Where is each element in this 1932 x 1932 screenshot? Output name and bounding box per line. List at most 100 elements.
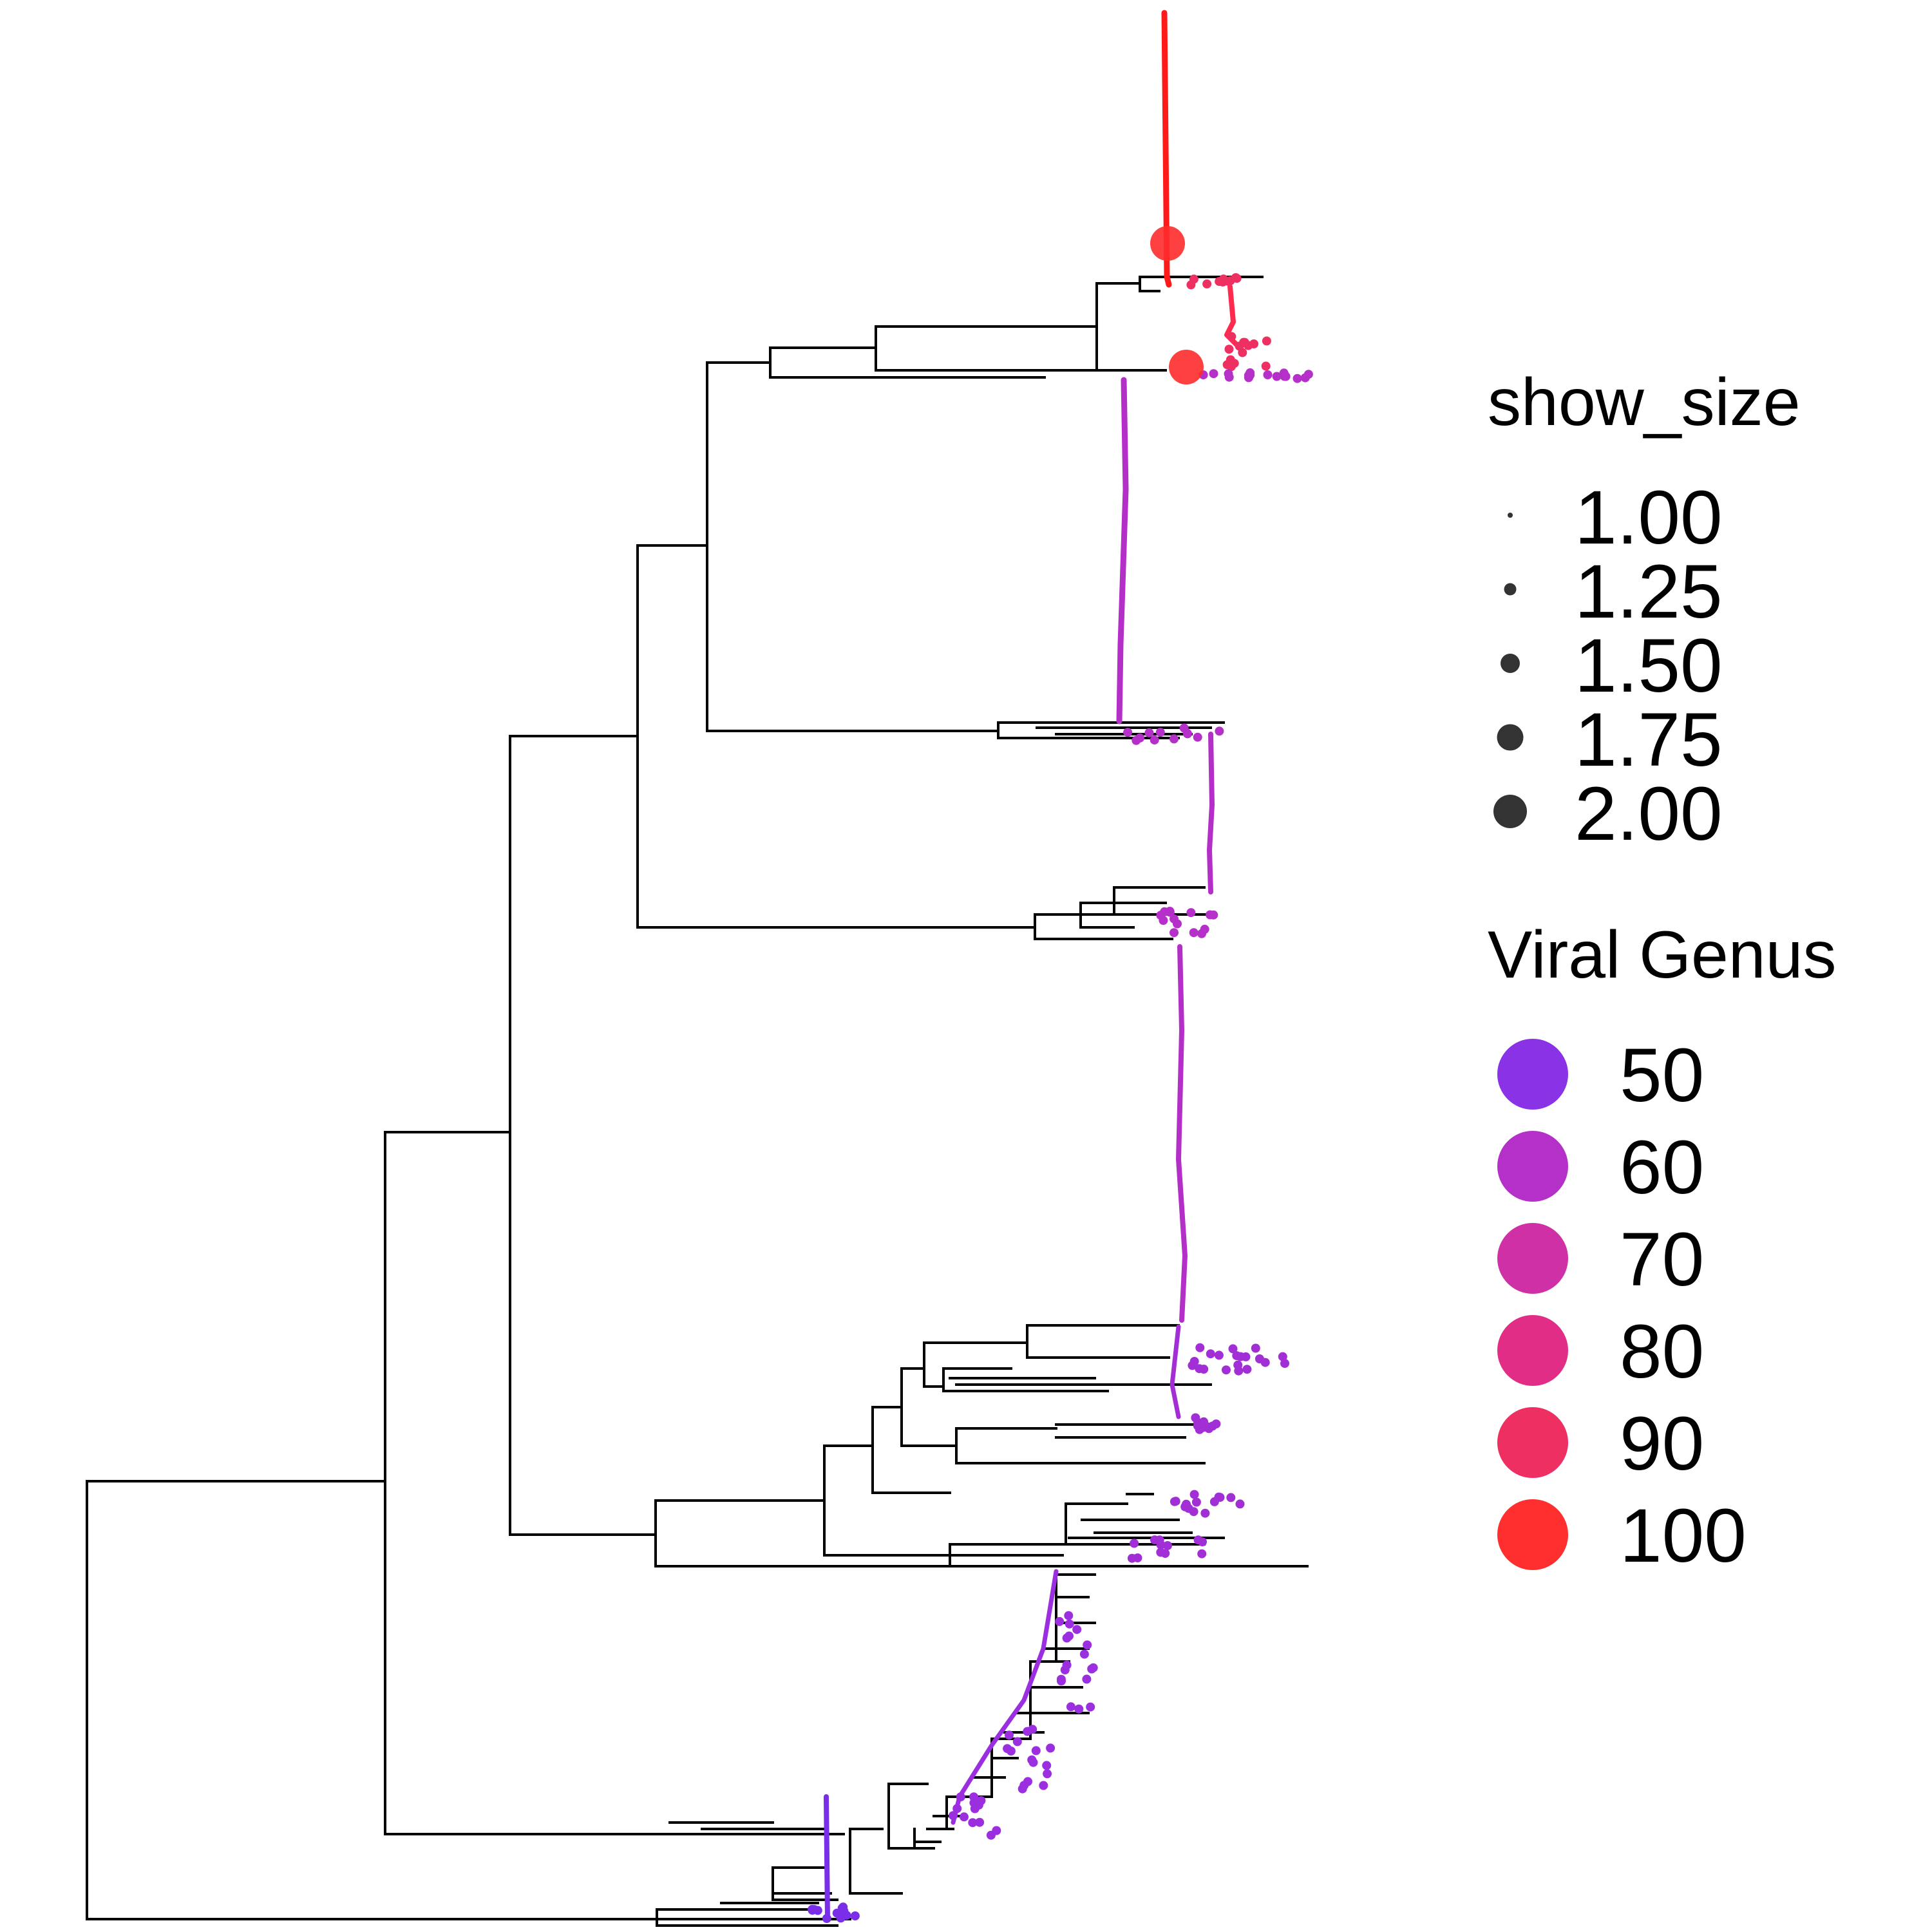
size-legend-key xyxy=(1501,654,1520,673)
size-legend-label: 1.00 xyxy=(1575,475,1723,560)
tip-dot xyxy=(1293,374,1302,383)
tip-dot xyxy=(1043,1769,1052,1779)
lower-clade xyxy=(533,1783,935,1901)
tip-dot xyxy=(1062,1660,1072,1670)
purple-lineage-4 xyxy=(1170,1324,1181,1419)
tip-dot xyxy=(1228,1344,1238,1354)
size-legend-items: 1.001.251.501.752.00 xyxy=(1493,475,1723,857)
tip-dot xyxy=(1056,1674,1066,1684)
color-legend-label: 60 xyxy=(1620,1125,1704,1210)
color-legend-key xyxy=(1497,1315,1568,1386)
blue-lineage xyxy=(824,1794,830,1922)
highlight-marker-1 xyxy=(1150,226,1185,261)
tip-dot xyxy=(1055,1616,1065,1626)
tip-dot xyxy=(1245,370,1255,380)
tip-dot xyxy=(1086,1702,1095,1712)
tip-dot xyxy=(1224,345,1234,354)
size-legend-key xyxy=(1508,513,1513,518)
size-legend: show_size 1.001.251.501.752.00 xyxy=(1488,365,1801,857)
tip-dot xyxy=(1234,1366,1244,1376)
branch-H xyxy=(1139,276,1264,292)
color-legend-key xyxy=(1497,1499,1568,1570)
tip-dot xyxy=(968,1818,978,1828)
tip-dot xyxy=(1005,1730,1014,1740)
tip-dot xyxy=(1193,732,1202,742)
tip-dot xyxy=(1241,1352,1251,1361)
tip-dot xyxy=(1200,1508,1210,1518)
size-legend-key xyxy=(1504,583,1517,596)
tip-dot xyxy=(1042,1761,1052,1770)
size-legend-label: 2.00 xyxy=(1575,772,1723,857)
tip-dot xyxy=(1195,1343,1205,1352)
tip-dot xyxy=(1209,1497,1219,1506)
size-legend-title: show_size xyxy=(1488,365,1801,440)
branch-F xyxy=(875,325,1098,372)
tip-dot xyxy=(1065,1619,1074,1629)
tip-dot xyxy=(976,1796,986,1805)
tip-dot xyxy=(1170,734,1179,744)
tip-dot xyxy=(1197,1549,1207,1558)
tip-dot xyxy=(1229,359,1239,368)
purple-lineage-1 xyxy=(1116,377,1129,724)
branch-B xyxy=(509,735,657,1536)
tip-dot xyxy=(1039,1781,1048,1790)
tip-dot xyxy=(1191,1497,1201,1507)
tip-dot xyxy=(1278,1352,1287,1361)
color-legend-key xyxy=(1497,1223,1568,1294)
tip-dot xyxy=(1235,1499,1245,1509)
branch-L xyxy=(900,1367,958,1447)
tip-dot xyxy=(822,1914,831,1923)
tip-dot xyxy=(1280,1359,1289,1368)
tip-dot xyxy=(1214,1350,1224,1360)
tip-dot xyxy=(1018,1784,1027,1794)
tip-dot xyxy=(1209,369,1218,379)
highlight-markers xyxy=(1150,226,1204,384)
branch-G xyxy=(1095,282,1167,372)
red-lineage xyxy=(1161,10,1172,288)
purple-lineage-5 xyxy=(951,1569,1059,1825)
branch-N xyxy=(1026,1324,1180,1359)
tip-dot xyxy=(810,1905,819,1915)
tip-dot xyxy=(1163,1541,1172,1550)
tip-dot xyxy=(1065,1631,1074,1641)
color-legend-key xyxy=(1497,1407,1568,1478)
tip-dot xyxy=(1222,360,1232,370)
tip-dot xyxy=(1189,1490,1199,1499)
tip-dot xyxy=(1150,735,1159,745)
tip-dot xyxy=(1031,1746,1041,1756)
tip-dot xyxy=(1133,1553,1142,1563)
clade-1440 xyxy=(1034,886,1212,940)
size-legend-label: 1.75 xyxy=(1575,697,1723,782)
branch-K xyxy=(871,1406,951,1494)
tip-dot xyxy=(1155,1535,1164,1545)
tip-dot xyxy=(960,1812,969,1822)
tip-dot xyxy=(1189,1357,1199,1366)
tip-dot xyxy=(1135,733,1144,743)
tip-dot xyxy=(1206,1349,1215,1359)
tip-dot xyxy=(949,1811,958,1821)
tip-dot xyxy=(986,1830,996,1840)
color-legend-label: 50 xyxy=(1620,1033,1704,1118)
tip-dot xyxy=(1074,1704,1084,1714)
branch-P xyxy=(955,1423,1206,1464)
tip-dot xyxy=(1197,929,1206,938)
highlight-marker-2 xyxy=(1169,350,1204,384)
root-branch xyxy=(86,1480,851,1920)
color-legend-key xyxy=(1497,1131,1568,1202)
tip-dot xyxy=(1072,1625,1082,1634)
tip-dot xyxy=(1066,1702,1075,1712)
tip-dot xyxy=(1227,332,1236,341)
tip-dot xyxy=(1083,1640,1092,1650)
tip-dot xyxy=(1189,928,1198,938)
tip-dot xyxy=(1003,1744,1012,1754)
tip-dot xyxy=(1027,1755,1037,1765)
tip-dot xyxy=(1165,907,1175,916)
tip-dot xyxy=(1193,1535,1203,1545)
tip-dot xyxy=(1155,728,1165,737)
tip-dot xyxy=(1186,280,1196,290)
tip-dot xyxy=(1088,1663,1098,1672)
tip-dot xyxy=(832,1908,842,1918)
tip-dot xyxy=(1208,1421,1217,1431)
branch-C xyxy=(636,544,1036,929)
